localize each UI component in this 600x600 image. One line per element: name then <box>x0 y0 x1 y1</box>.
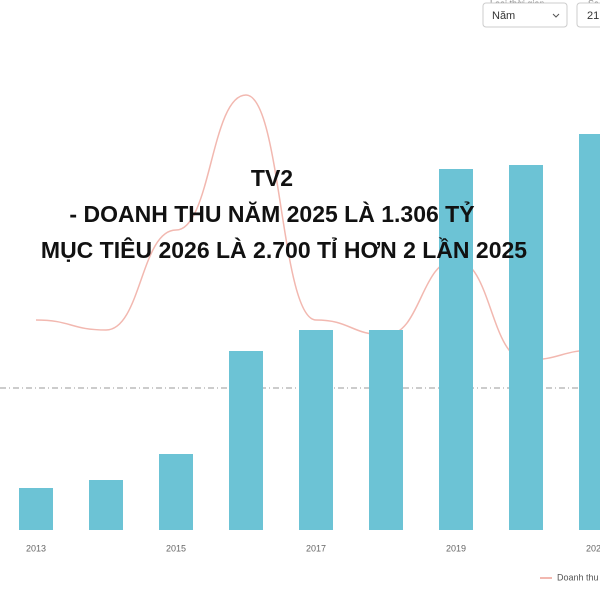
plot-area: 20132015201720192021uầnDoanh thu <box>0 94 600 582</box>
bar <box>229 351 263 530</box>
overlay-line: - DOANH THU NĂM 2025 LÀ 1.306 TỶ <box>69 199 474 227</box>
chevron <box>552 13 560 18</box>
bar <box>439 169 473 530</box>
select-value[interactable]: 21 <box>587 10 599 22</box>
bar <box>299 330 333 530</box>
x-tick-label: 2017 <box>306 543 326 553</box>
select-value[interactable]: Năm <box>492 10 515 22</box>
bar <box>579 134 600 530</box>
overlay-line: MỤC TIÊU 2026 LÀ 2.700 TỈ HƠN 2 LẦN 2025 <box>41 235 527 263</box>
bar <box>509 165 543 530</box>
bar <box>159 454 193 530</box>
bar <box>89 480 123 530</box>
overlay-line: TV2 <box>251 165 293 191</box>
bar <box>369 330 403 530</box>
bar <box>19 488 53 530</box>
select-box[interactable] <box>576 2 600 28</box>
x-tick-label: 2015 <box>166 543 186 553</box>
legend-label: Doanh thu <box>557 572 599 582</box>
x-tick-label: 2019 <box>446 543 466 553</box>
x-tick-label: 2013 <box>26 543 46 553</box>
select-box[interactable] <box>482 2 568 28</box>
line <box>35 94 597 361</box>
x-tick-label: 2021 <box>586 543 600 553</box>
overlay-text: TV2 - DOANH THU NĂM 2025 LÀ 1.306 TỶ MỤC… <box>41 165 527 263</box>
